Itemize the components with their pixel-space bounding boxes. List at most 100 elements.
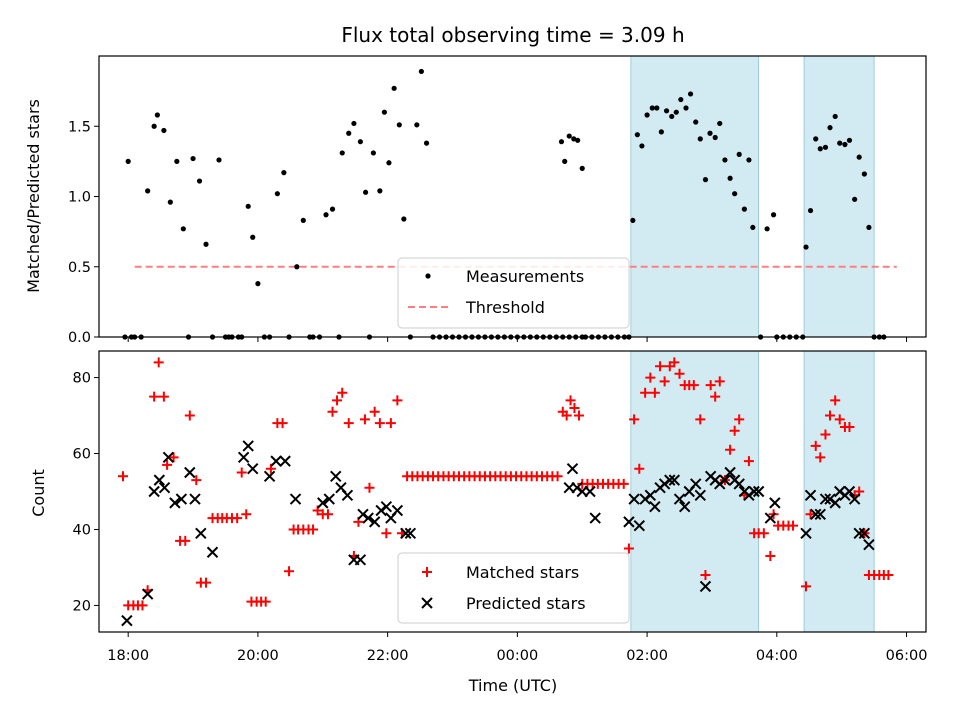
measurement-point [722, 157, 728, 163]
chart-title: Flux total observing time = 3.09 h [341, 23, 684, 47]
measurement-point [644, 112, 650, 118]
top-y-tick-label: 0.5 [68, 260, 91, 276]
predicted-star-point [668, 474, 681, 486]
measurement-point [125, 158, 131, 164]
measurement-point [803, 244, 809, 250]
predicted-star-point [589, 512, 601, 524]
x-tick-label: 00:00 [496, 648, 538, 664]
measurement-point [151, 123, 157, 129]
matched-star-point [765, 551, 776, 562]
predicted-star-point [158, 481, 171, 494]
matched-star-point [343, 418, 354, 429]
predicted-star-point [853, 527, 865, 539]
matched-star-point [674, 368, 685, 379]
predicted-star-point [323, 493, 335, 505]
bottom-axes-frame [98, 350, 927, 633]
bottom-y-tick-label: 40 [73, 522, 91, 538]
bottom-legend [397, 552, 630, 624]
matched-star-point [669, 357, 680, 368]
predicted-star-point [800, 527, 812, 539]
measurement-point [663, 108, 670, 114]
predicted-star-point [566, 463, 579, 475]
measurement-point [842, 141, 848, 148]
predicted-star-point [169, 497, 181, 509]
matched-star-point [655, 361, 666, 372]
measurement-point [351, 120, 357, 127]
matched-star-point [260, 596, 271, 607]
matched-star-point [815, 452, 826, 463]
matched-star-point [308, 524, 319, 535]
predicted-star-point [752, 485, 765, 498]
measurement-point [274, 191, 280, 197]
measurement-point [370, 150, 376, 156]
bottom-y-tick-label: 20 [73, 598, 91, 614]
matched-star-point [788, 520, 799, 531]
measurement-point [654, 105, 660, 111]
measurement-point [154, 112, 160, 118]
matched-star-point [552, 471, 563, 482]
matched-star-point [618, 478, 629, 489]
matched-star-point [705, 380, 716, 391]
x-tick-label: 06:00 [886, 648, 928, 664]
predicted-star-point [863, 538, 875, 551]
legend-predicted-label: Predicted stars [466, 594, 586, 613]
predicted-star-point [628, 493, 640, 505]
predicted-star-point [153, 474, 166, 486]
x-tick-label: 18:00 [107, 648, 149, 664]
matched-star-point [322, 509, 333, 520]
measurement-point [396, 122, 402, 128]
measurement-point [817, 146, 823, 152]
matched-star-point [710, 391, 721, 402]
bottom-y-tick-label: 60 [73, 447, 91, 463]
matched-star-point [369, 406, 380, 417]
matched-star-point [825, 410, 836, 421]
top-y-tick-label: 0.0 [68, 330, 91, 346]
measurement-point [300, 217, 306, 223]
matched-star-point [561, 410, 572, 421]
predicted-star-point [162, 451, 175, 464]
predicted-star-point [804, 489, 817, 502]
measurement-point [832, 113, 838, 120]
measurement-point [377, 188, 383, 194]
legend-matched-marker [422, 567, 432, 577]
matched-star-point [392, 395, 403, 406]
predicted-star-point [242, 440, 254, 452]
matched-star-point [381, 528, 392, 539]
predicted-star-point [263, 470, 276, 483]
predicted-star-point [330, 470, 342, 483]
measurement-point [381, 109, 387, 115]
matched-star-point [645, 372, 656, 383]
predicted-star-point [354, 554, 367, 566]
x-tick-label: 20:00 [237, 648, 279, 664]
measurement-point [649, 105, 655, 111]
matched-star-point [830, 395, 841, 406]
predicted-star-point [368, 516, 381, 528]
matched-star-point [385, 418, 396, 429]
measurement-point [634, 132, 640, 138]
measurement-point [196, 178, 203, 184]
measurement-point [575, 137, 581, 143]
matched-star-point [241, 509, 252, 520]
measurement-point [702, 177, 709, 183]
predicted-star-point [633, 519, 646, 532]
top-legend [397, 257, 630, 329]
bottom-y-axis-label: Count [29, 469, 48, 517]
matched-star-point [236, 467, 247, 478]
measurement-point [281, 170, 287, 176]
predicted-star-point [644, 489, 657, 502]
measurement-point [770, 212, 777, 218]
measurement-point [764, 226, 770, 232]
predicted-star-point [858, 527, 871, 539]
matched-star-point [734, 414, 745, 425]
matched-star-point [659, 376, 670, 387]
predicted-star-point [843, 485, 856, 498]
predicted-star-point [362, 512, 374, 524]
measurement-point [693, 119, 699, 125]
x-axis-label: Time (UTC) [468, 676, 557, 695]
predicted-star-point [317, 497, 329, 509]
matched-star-point [327, 406, 338, 417]
measurement-point [837, 140, 843, 146]
predicted-star-point [764, 512, 777, 524]
legend-predicted-marker [421, 597, 433, 609]
matched-star-point [168, 452, 179, 463]
